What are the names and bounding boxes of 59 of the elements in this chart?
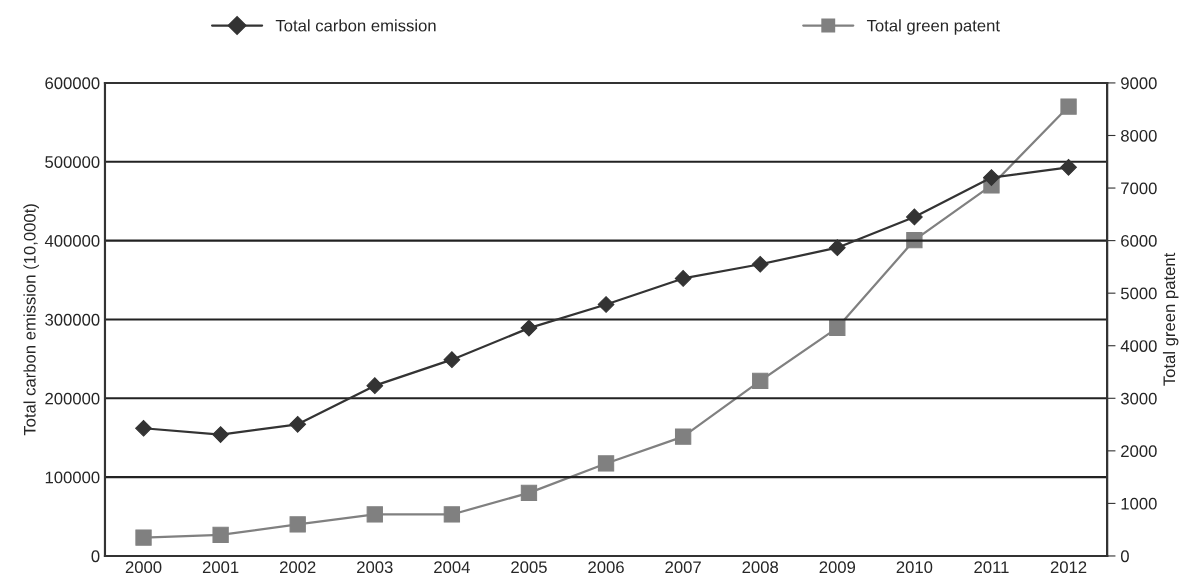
point: [1060, 98, 1077, 115]
point: [520, 484, 538, 502]
point: [443, 506, 461, 523]
y2-tick-label: 1000: [1121, 497, 1157, 510]
point: [212, 426, 229, 443]
point: [674, 270, 692, 287]
y2-tick-label: 4000: [1120, 340, 1157, 352]
y2-tick-label: 0: [1120, 550, 1129, 563]
y2-tick-label: 3000: [1120, 392, 1157, 405]
y2-tick-label: 6000: [1121, 235, 1157, 247]
y-axis-title: Total carbon emission (10,000t): [23, 204, 39, 436]
point: [829, 319, 846, 337]
x-tick-label: 2001: [202, 561, 239, 574]
y-tick-label: 400000: [44, 235, 100, 247]
point: [906, 231, 923, 249]
x-tick-label: 2006: [588, 561, 624, 574]
point: [135, 419, 152, 437]
x-tick-label: 2002: [280, 561, 316, 574]
x-tick-label: 2003: [357, 561, 393, 574]
y-tick-label: 600000: [45, 77, 100, 90]
point: [828, 239, 846, 257]
point: [597, 296, 615, 313]
x-tick-label: 2008: [742, 561, 779, 574]
y2-tick-label: 7000: [1121, 182, 1157, 195]
y2-tick-label: 2000: [1121, 445, 1157, 458]
x-tick-label: 2009: [819, 561, 856, 574]
point: [135, 529, 152, 546]
point: [366, 377, 384, 395]
y-tick-label: 300000: [45, 313, 100, 326]
point: [520, 319, 538, 337]
point: [751, 255, 769, 273]
x-tick-label: 2012: [1050, 561, 1087, 574]
y2-axis-title: Total green patent: [1162, 252, 1179, 386]
y-tick-label: 0: [91, 550, 100, 563]
y-tick-label: 500000: [45, 156, 100, 168]
x-tick-label: 2007: [665, 561, 701, 574]
point: [289, 415, 307, 433]
point: [1060, 158, 1077, 176]
point: [906, 208, 923, 226]
point: [983, 169, 1000, 186]
y-tick-label: 200000: [45, 392, 100, 405]
legend-label: Total carbon emission: [275, 19, 436, 32]
x-tick-label: 2004: [434, 561, 470, 574]
y2-tick-label: 5000: [1120, 287, 1157, 300]
point: [366, 506, 383, 523]
point: [212, 526, 229, 544]
point: [443, 351, 461, 369]
x-tick-label: 2005: [511, 561, 547, 574]
legend-label: Total green patent: [866, 19, 1000, 35]
x-tick-label: 2011: [974, 561, 1009, 574]
x-tick-label: 2010: [896, 561, 933, 574]
point: [674, 428, 692, 445]
point: [289, 516, 306, 533]
point: [597, 455, 615, 472]
x-tick-label: 2000: [125, 561, 162, 574]
y2-tick-label: 8000: [1121, 129, 1157, 142]
y-tick-label: 100000: [45, 471, 100, 484]
point: [752, 372, 769, 390]
y2-tick-label: 9000: [1121, 77, 1157, 90]
